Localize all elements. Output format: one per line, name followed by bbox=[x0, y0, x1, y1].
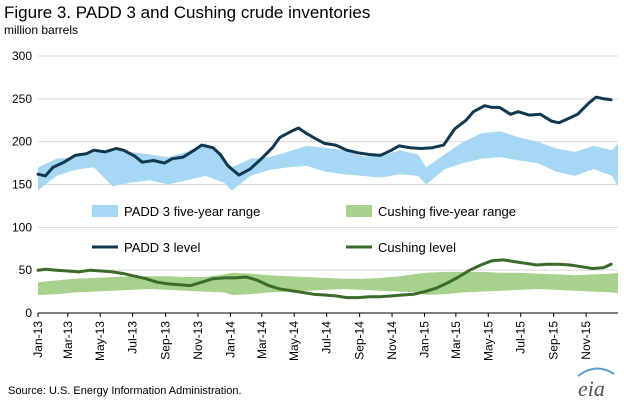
x-tick-label: Jul-14 bbox=[320, 321, 334, 354]
legend-label: PADD 3 five-year range bbox=[124, 204, 260, 219]
chart-title: Figure 3. PADD 3 and Cushing crude inven… bbox=[4, 3, 370, 22]
x-tick-label: Sep-13 bbox=[159, 321, 173, 360]
x-tick-label: Mar-14 bbox=[255, 321, 269, 359]
source-note: Source: U.S. Energy Information Administ… bbox=[8, 385, 242, 397]
legend-swatch bbox=[92, 205, 118, 217]
x-tick-label: May-13 bbox=[93, 321, 107, 361]
y-tick-label: 250 bbox=[12, 92, 32, 106]
x-tick-label: May-15 bbox=[481, 321, 495, 361]
x-tick-label: Sep-15 bbox=[547, 321, 561, 360]
range-area bbox=[38, 271, 618, 295]
legend-label: Cushing level bbox=[378, 240, 456, 255]
level-line bbox=[36, 95, 613, 178]
range-areas bbox=[38, 131, 618, 295]
y-tick-label: 150 bbox=[12, 178, 32, 192]
eia-logo: eia bbox=[577, 367, 615, 400]
y-tick-label: 200 bbox=[12, 135, 32, 149]
x-tick-label: Jul-13 bbox=[126, 321, 140, 354]
y-tick-label: 300 bbox=[12, 49, 32, 63]
legend-swatch bbox=[346, 205, 372, 217]
gridlines bbox=[38, 55, 618, 271]
y-tick-label: 50 bbox=[19, 263, 33, 277]
x-tick-label: Jan-14 bbox=[223, 321, 237, 358]
x-tick-label: Nov-15 bbox=[579, 321, 593, 360]
chart-units: million barrels bbox=[4, 23, 78, 37]
legend-label: Cushing five-year range bbox=[378, 204, 516, 219]
x-axis-ticks: Jan-13 Mar-13 May-13 Jul-13 Sep-13 Nov-13 Jan-… bbox=[31, 313, 593, 361]
level-lines bbox=[36, 95, 613, 300]
range-area bbox=[38, 131, 618, 191]
x-tick-label: Nov-14 bbox=[385, 321, 399, 360]
eia-logo-text: eia bbox=[578, 376, 605, 400]
legend-label: PADD 3 level bbox=[124, 240, 200, 255]
x-tick-label: Jan-13 bbox=[31, 321, 45, 358]
x-tick-label: Mar-15 bbox=[449, 321, 463, 359]
y-tick-label: 0 bbox=[25, 306, 32, 320]
x-tick-label: Nov-13 bbox=[191, 321, 205, 360]
level-line bbox=[36, 258, 613, 300]
x-tick-label: May-14 bbox=[287, 321, 301, 361]
legend: PADD 3 five-year range Cushing five-year … bbox=[92, 204, 516, 255]
y-tick-label: 100 bbox=[12, 220, 32, 234]
x-tick-label: Sep-14 bbox=[353, 321, 367, 360]
eia-logo-arc bbox=[577, 367, 615, 377]
x-tick-label: Mar-13 bbox=[61, 321, 75, 359]
y-axis-ticks: 0 50 100 150 200 250 300 bbox=[12, 49, 32, 320]
x-tick-label: Jul-15 bbox=[514, 321, 528, 354]
x-tick-label: Jan-15 bbox=[417, 321, 431, 358]
